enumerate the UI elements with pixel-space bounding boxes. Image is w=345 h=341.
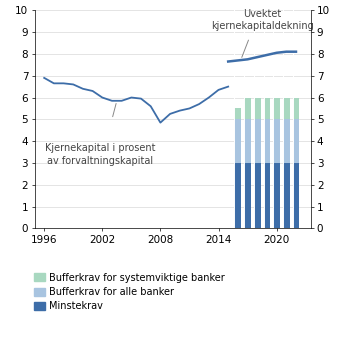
Bar (283, 98, 290, 119)
Bar (273, 98, 280, 119)
Bar (273, 163, 280, 228)
Bar (293, 119, 299, 163)
Bar (235, 163, 241, 228)
Text: Kjernekapital i prosent
av forvaltningskapital: Kjernekapital i prosent av forvaltningsk… (45, 143, 156, 166)
Legend: Bufferkrav for systemviktige banker, Bufferkrav for alle banker, Minstekrav: Bufferkrav for systemviktige banker, Buf… (34, 272, 225, 311)
Bar (264, 119, 270, 163)
Bar (244, 163, 251, 228)
Bar (264, 163, 270, 228)
Bar (254, 98, 260, 119)
Bar (244, 98, 251, 119)
Bar (235, 108, 241, 119)
Bar (283, 119, 290, 163)
Bar (293, 98, 299, 119)
Bar (235, 119, 241, 163)
Bar (254, 163, 260, 228)
Bar (254, 119, 260, 163)
Bar (283, 163, 290, 228)
Bar (244, 119, 251, 163)
Bar (273, 119, 280, 163)
Text: Uvektet
kjernekapitaldekning: Uvektet kjernekapitaldekning (211, 9, 314, 31)
Bar (293, 163, 299, 228)
Bar (264, 98, 270, 119)
